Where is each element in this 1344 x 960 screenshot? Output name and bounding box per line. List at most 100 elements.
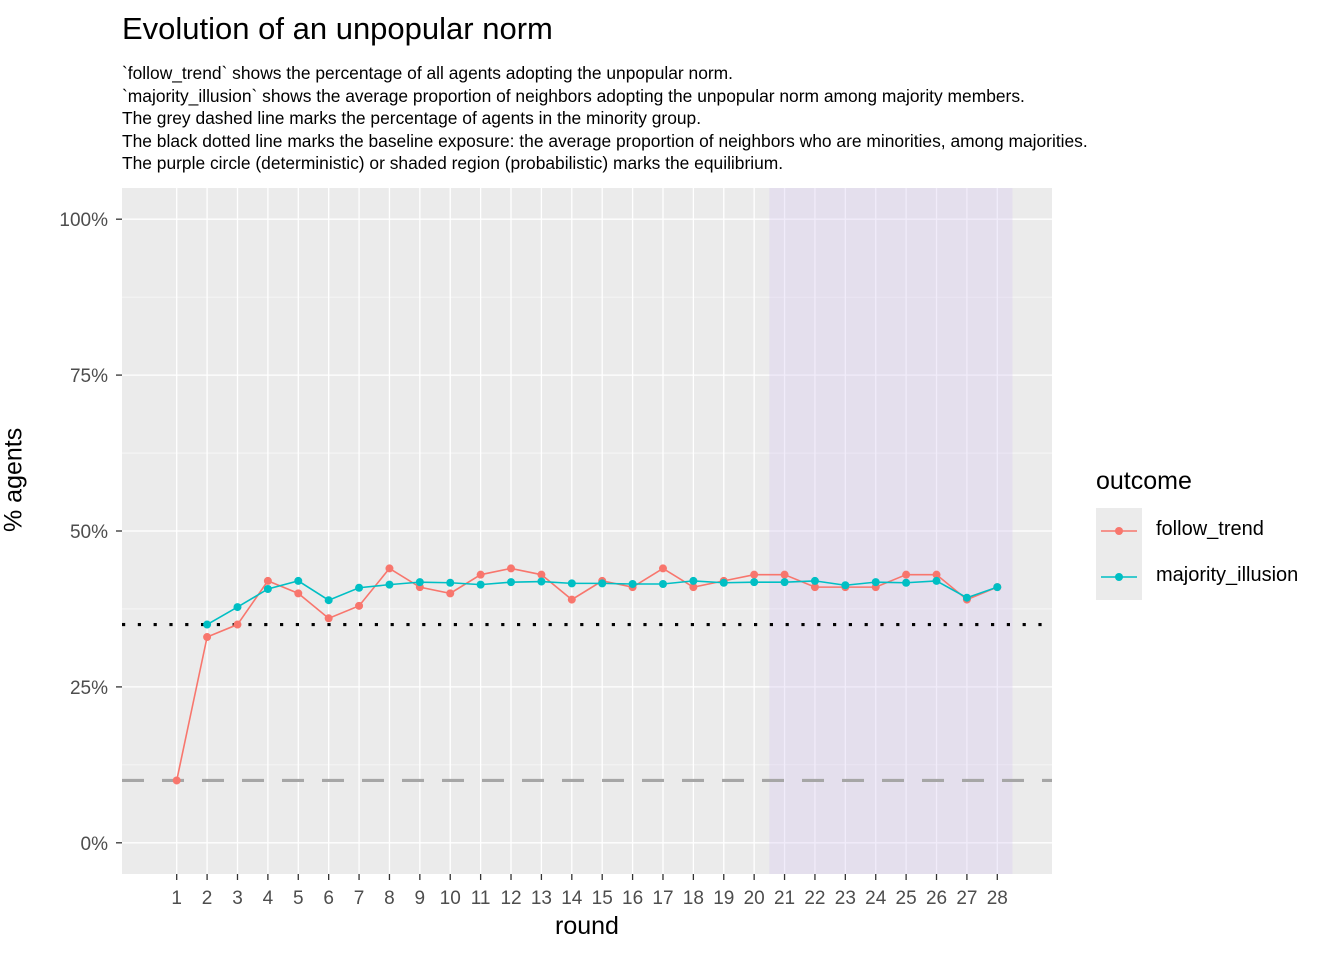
data-point-majority-illusion	[719, 578, 728, 587]
chart-title: Evolution of an unpopular norm	[122, 11, 553, 46]
data-point-follow-trend	[263, 576, 272, 585]
y-tick-label: 100%	[59, 210, 108, 231]
data-point-follow-trend	[172, 776, 181, 785]
data-point-follow-trend	[294, 589, 303, 598]
x-tick-label: 2	[202, 888, 213, 909]
data-point-majority-illusion	[932, 576, 941, 585]
data-point-majority-illusion	[750, 578, 759, 587]
data-point-majority-illusion	[962, 593, 971, 602]
x-tick-label: 6	[323, 888, 334, 909]
series-line-follow-trend	[175, 567, 998, 781]
x-tick-label: 21	[774, 888, 795, 909]
subtitle-line: The purple circle (deterministic) or sha…	[122, 153, 784, 174]
data-point-majority-illusion	[385, 580, 394, 589]
data-point-follow-trend	[446, 589, 455, 598]
data-point-follow-trend	[385, 564, 394, 573]
data-point-majority-illusion	[689, 576, 698, 585]
data-point-follow-trend	[507, 564, 516, 573]
data-point-follow-trend	[750, 570, 759, 579]
x-tick-label: 7	[354, 888, 365, 909]
data-point-follow-trend	[902, 570, 911, 579]
legend: outcome follow_trend majority_illusion	[1096, 465, 1298, 600]
x-tick-label: 5	[293, 888, 304, 909]
data-point-majority-illusion	[294, 576, 303, 585]
y-tick-label: 75%	[70, 366, 108, 387]
data-point-majority-illusion	[993, 583, 1002, 592]
x-tick-label: 4	[263, 888, 274, 909]
subtitle-line: The grey dashed line marks the percentag…	[122, 108, 702, 129]
x-tick-label: 14	[561, 888, 583, 909]
x-tick-label: 10	[440, 888, 461, 909]
legend-key	[1096, 508, 1142, 554]
subtitle-line: `majority_illusion` shows the average pr…	[122, 85, 1025, 106]
x-tick-label: 12	[500, 888, 521, 909]
data-point-majority-illusion	[537, 577, 546, 586]
x-tick-label: 17	[652, 888, 673, 909]
chart-subtitle: `follow_trend` shows the percentage of a…	[122, 62, 1088, 175]
legend-key	[1096, 554, 1142, 600]
x-tick-label: 27	[956, 888, 977, 909]
legend-item-majority-illusion: majority_illusion	[1096, 554, 1336, 600]
equilibrium-region	[769, 188, 1013, 874]
data-point-follow-trend	[476, 570, 485, 579]
x-tick-label: 15	[592, 888, 613, 909]
x-tick-label: 16	[622, 888, 643, 909]
data-point-majority-illusion	[263, 584, 272, 593]
y-tick-label: 25%	[70, 678, 108, 699]
legend-label: follow_trend	[1156, 518, 1264, 540]
data-point-follow-trend	[355, 601, 364, 610]
data-point-majority-illusion	[780, 578, 789, 587]
data-point-majority-illusion	[598, 579, 607, 588]
x-tick-label: 25	[896, 888, 917, 909]
legend-label: majority_illusion	[1156, 564, 1299, 586]
x-tick-label: 18	[683, 888, 704, 909]
subtitle-line: `follow_trend` shows the percentage of a…	[122, 63, 733, 83]
y-axis-label: % agents	[0, 427, 28, 532]
x-tick-label: 19	[713, 888, 734, 909]
data-point-majority-illusion	[841, 581, 850, 590]
data-point-majority-illusion	[507, 578, 516, 587]
x-tick-label: 22	[804, 888, 825, 909]
subtitle-line: The black dotted line marks the baseline…	[122, 130, 1088, 151]
data-point-majority-illusion	[415, 578, 424, 587]
legend-title: outcome	[1096, 467, 1192, 495]
data-point-majority-illusion	[810, 576, 819, 585]
data-point-majority-illusion	[628, 580, 637, 589]
data-point-majority-illusion	[233, 603, 242, 612]
data-point-follow-trend	[233, 620, 242, 629]
data-point-majority-illusion	[355, 583, 364, 592]
x-tick-label: 28	[987, 888, 1008, 909]
data-point-follow-trend	[567, 595, 576, 604]
y-tick-label: 0%	[81, 834, 109, 855]
legend-item-follow-trend: follow_trend	[1096, 508, 1336, 554]
x-tick-label: 23	[835, 888, 856, 909]
x-tick-label: 13	[531, 888, 552, 909]
y-tick-label: 50%	[70, 522, 108, 543]
x-tick-label: 11	[471, 888, 491, 909]
x-axis-label: round	[555, 912, 619, 940]
data-point-follow-trend	[658, 564, 667, 573]
data-point-follow-trend	[810, 583, 819, 592]
data-point-majority-illusion	[324, 596, 333, 605]
data-point-follow-trend	[203, 633, 212, 642]
data-point-follow-trend	[689, 583, 698, 592]
data-point-follow-trend	[537, 570, 546, 579]
data-point-majority-illusion	[203, 620, 212, 629]
x-tick-label: 1	[171, 888, 182, 909]
x-tick-label: 26	[926, 888, 947, 909]
data-point-majority-illusion	[871, 578, 880, 587]
x-tick-label: 20	[744, 888, 765, 909]
data-point-majority-illusion	[476, 580, 485, 589]
data-point-follow-trend	[780, 570, 789, 579]
data-point-majority-illusion	[902, 578, 911, 587]
data-point-majority-illusion	[446, 578, 455, 587]
x-tick-label: 8	[384, 888, 395, 909]
data-point-majority-illusion	[658, 580, 667, 589]
data-point-majority-illusion	[567, 579, 576, 588]
x-tick-label: 24	[865, 888, 887, 909]
data-point-follow-trend	[932, 570, 941, 579]
x-tick-label: 3	[232, 888, 243, 909]
x-tick-label: 9	[415, 888, 426, 909]
data-point-follow-trend	[324, 614, 333, 623]
